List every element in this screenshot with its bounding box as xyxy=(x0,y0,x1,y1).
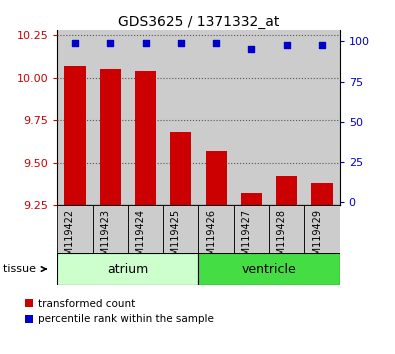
Legend: transformed count, percentile rank within the sample: transformed count, percentile rank withi… xyxy=(25,299,214,324)
Point xyxy=(142,40,149,46)
Bar xyxy=(312,183,333,205)
Bar xyxy=(128,30,163,205)
Bar xyxy=(305,30,340,205)
Bar xyxy=(269,30,305,205)
Bar xyxy=(276,176,297,205)
Bar xyxy=(170,132,192,205)
FancyBboxPatch shape xyxy=(57,205,92,253)
Text: ventricle: ventricle xyxy=(242,263,297,275)
FancyBboxPatch shape xyxy=(163,205,199,253)
Point xyxy=(248,46,255,52)
Text: GSM119426: GSM119426 xyxy=(206,209,216,268)
FancyBboxPatch shape xyxy=(199,205,234,253)
Bar xyxy=(163,30,199,205)
Point xyxy=(107,40,113,46)
FancyBboxPatch shape xyxy=(269,205,305,253)
Bar xyxy=(205,151,227,205)
FancyBboxPatch shape xyxy=(199,253,340,285)
Text: tissue: tissue xyxy=(3,264,46,274)
Bar xyxy=(135,71,156,205)
Point xyxy=(178,40,184,46)
Point xyxy=(284,42,290,47)
Text: atrium: atrium xyxy=(107,263,149,275)
FancyBboxPatch shape xyxy=(57,253,199,285)
FancyBboxPatch shape xyxy=(234,205,269,253)
Text: GSM119429: GSM119429 xyxy=(312,209,322,268)
Text: GSM119424: GSM119424 xyxy=(135,209,145,268)
Text: GSM119425: GSM119425 xyxy=(171,209,181,268)
Point xyxy=(319,42,325,47)
Title: GDS3625 / 1371332_at: GDS3625 / 1371332_at xyxy=(118,15,279,29)
Text: GSM119427: GSM119427 xyxy=(241,209,252,268)
Text: GSM119423: GSM119423 xyxy=(100,209,110,268)
Bar xyxy=(100,69,121,205)
Bar xyxy=(199,30,234,205)
FancyBboxPatch shape xyxy=(92,205,128,253)
Point xyxy=(213,40,219,46)
Bar xyxy=(241,193,262,205)
Bar xyxy=(92,30,128,205)
Bar xyxy=(57,30,92,205)
Bar xyxy=(234,30,269,205)
FancyBboxPatch shape xyxy=(128,205,163,253)
Text: GSM119422: GSM119422 xyxy=(65,209,75,268)
Bar xyxy=(64,66,85,205)
FancyBboxPatch shape xyxy=(305,205,340,253)
Point xyxy=(72,40,78,46)
Text: GSM119428: GSM119428 xyxy=(277,209,287,268)
